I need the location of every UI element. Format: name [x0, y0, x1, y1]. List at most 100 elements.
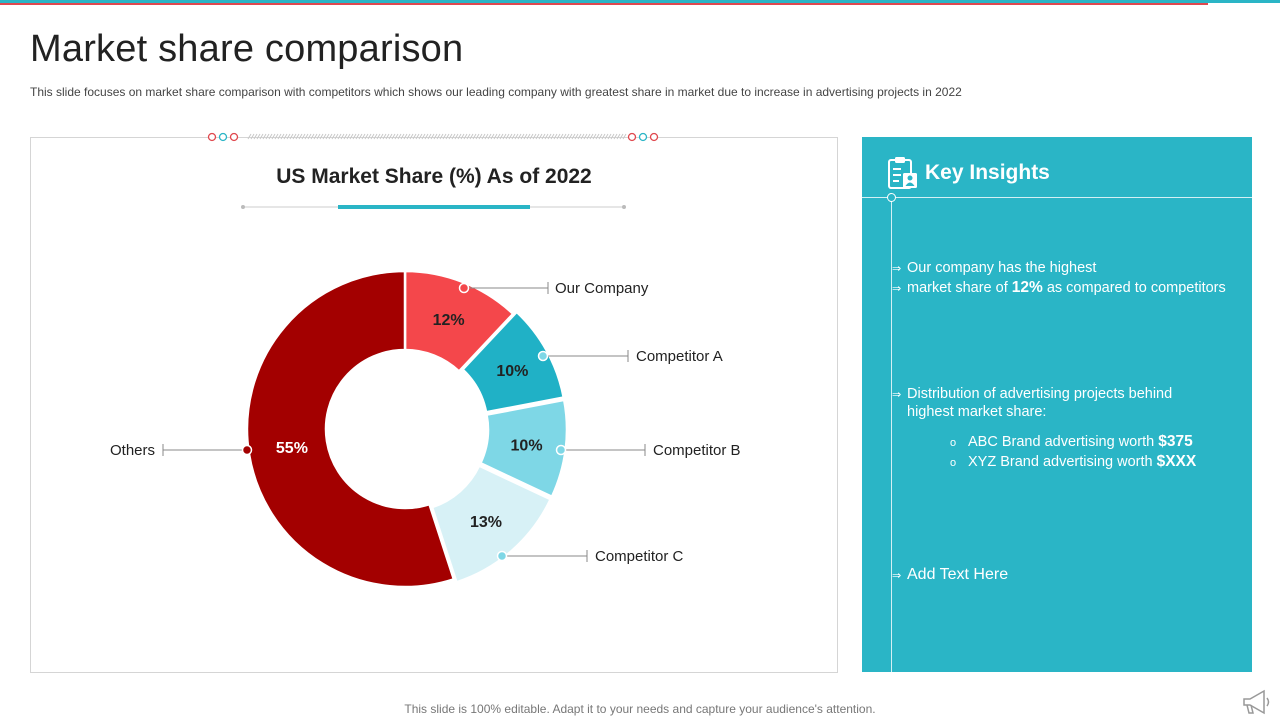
callout-others: Others	[110, 442, 253, 459]
insights-timeline-line	[891, 201, 892, 672]
deco-hatch	[319, 133, 324, 140]
deco-hatch	[364, 133, 369, 140]
deco-hatch	[388, 133, 393, 140]
deco-hatch	[610, 133, 615, 140]
slice-competitor-c	[430, 463, 553, 584]
insight-1-line-1: ⇒ Our company has the highest	[892, 260, 1097, 276]
deco-hatch	[484, 133, 489, 140]
deco-hatch	[355, 133, 360, 140]
callout-competitor-a: Competitor A	[537, 348, 723, 365]
deco-hatch	[256, 133, 261, 140]
deco-hatch	[460, 133, 465, 140]
deco-hatch	[520, 133, 525, 140]
chart-callouts: Our Company Competitor A Competitor B Compe…	[110, 280, 741, 565]
deco-hatch	[448, 133, 453, 140]
deco-hatch	[475, 133, 480, 140]
deco-hatch	[508, 133, 513, 140]
arrow-icon: ⇒	[892, 389, 902, 401]
deco-hatch	[595, 133, 600, 140]
deco-hatch	[430, 133, 435, 140]
deco-hatch	[391, 133, 396, 140]
key-insights-panel: Key Insights ⇒ Our company has the highes…	[862, 137, 1252, 672]
deco-hatch	[436, 133, 441, 140]
card-top-decoration	[207, 132, 659, 142]
deco-hatch	[598, 133, 603, 140]
donut-slices	[245, 269, 569, 589]
deco-hatch	[565, 133, 570, 140]
chart-title-underline	[241, 205, 626, 209]
deco-hatch	[268, 133, 273, 140]
deco-hatch	[523, 133, 528, 140]
deco-hatch	[466, 133, 471, 140]
deco-hatch	[412, 133, 417, 140]
deco-hatch	[469, 133, 474, 140]
value-label-competitor-c: 13%	[470, 514, 502, 531]
category-label: Our Company	[555, 280, 649, 297]
deco-circle-icon	[638, 132, 648, 142]
deco-hatch	[310, 133, 315, 140]
deco-hatch	[580, 133, 585, 140]
deco-hatch	[571, 133, 576, 140]
category-label: Competitor A	[636, 348, 723, 365]
arrow-icon: ⇒	[892, 263, 902, 275]
highlight-value: 12%	[1011, 279, 1043, 296]
deco-hatch	[418, 133, 423, 140]
deco-hatch	[577, 133, 582, 140]
deco-hatch	[589, 133, 594, 140]
insights-divider	[862, 197, 1252, 198]
slice-competitor-a	[460, 310, 566, 414]
deco-hatch	[511, 133, 516, 140]
deco-hatch	[301, 133, 306, 140]
deco-hatch	[526, 133, 531, 140]
deco-hatch	[334, 133, 339, 140]
page-title: Market share comparison	[30, 28, 464, 70]
deco-hatch	[562, 133, 567, 140]
deco-hatch	[427, 133, 432, 140]
insight-sub-item: o ABC Brand advertising worth $375	[950, 433, 1193, 450]
top-teal-line	[0, 0, 1280, 3]
insight-1-line-2: ⇒ market share of 12% as compared to comp…	[892, 279, 1226, 296]
callout-dot	[458, 282, 470, 294]
deco-hatch	[361, 133, 366, 140]
deco-hatch	[502, 133, 507, 140]
deco-hatch	[367, 133, 372, 140]
deco-hatch	[358, 133, 363, 140]
deco-circle-icon	[218, 132, 228, 142]
deco-circle-icon	[649, 132, 659, 142]
deco-hatch	[574, 133, 579, 140]
arrow-icon: ⇒	[892, 570, 902, 582]
deco-hatch	[292, 133, 297, 140]
deco-hatch	[289, 133, 294, 140]
callout-dot	[555, 444, 567, 456]
insight-sub-item: o XYZ Brand advertising worth $XXX	[950, 453, 1197, 470]
deco-hatch	[274, 133, 279, 140]
deco-hatch	[496, 133, 501, 140]
deco-hatch	[337, 133, 342, 140]
category-label: Others	[110, 442, 155, 459]
insight-3: ⇒ Add Text Here	[892, 566, 1009, 583]
bullet-icon: o	[950, 437, 957, 449]
deco-hatch	[499, 133, 504, 140]
deco-hatch	[604, 133, 609, 140]
deco-hatch	[478, 133, 483, 140]
deco-hatch	[352, 133, 357, 140]
deco-hatch	[568, 133, 573, 140]
deco-hatch	[607, 133, 612, 140]
callout-competitor-c: Competitor C	[496, 548, 684, 565]
callout-dot	[537, 350, 549, 362]
category-label: Competitor B	[653, 442, 741, 459]
deco-hatch	[619, 133, 624, 140]
insights-timeline-dot	[887, 193, 896, 202]
deco-hatch	[613, 133, 618, 140]
deco-hatch	[493, 133, 498, 140]
deco-hatch	[457, 133, 462, 140]
deco-hatch	[394, 133, 399, 140]
deco-circle-icon	[229, 132, 239, 142]
deco-hatch	[442, 133, 447, 140]
deco-hatch	[280, 133, 285, 140]
page-subtitle: This slide focuses on market share compa…	[30, 85, 962, 99]
slice-competitor-b	[478, 398, 569, 499]
deco-hatch	[487, 133, 492, 140]
deco-hatch	[340, 133, 345, 140]
deco-hatch	[403, 133, 408, 140]
